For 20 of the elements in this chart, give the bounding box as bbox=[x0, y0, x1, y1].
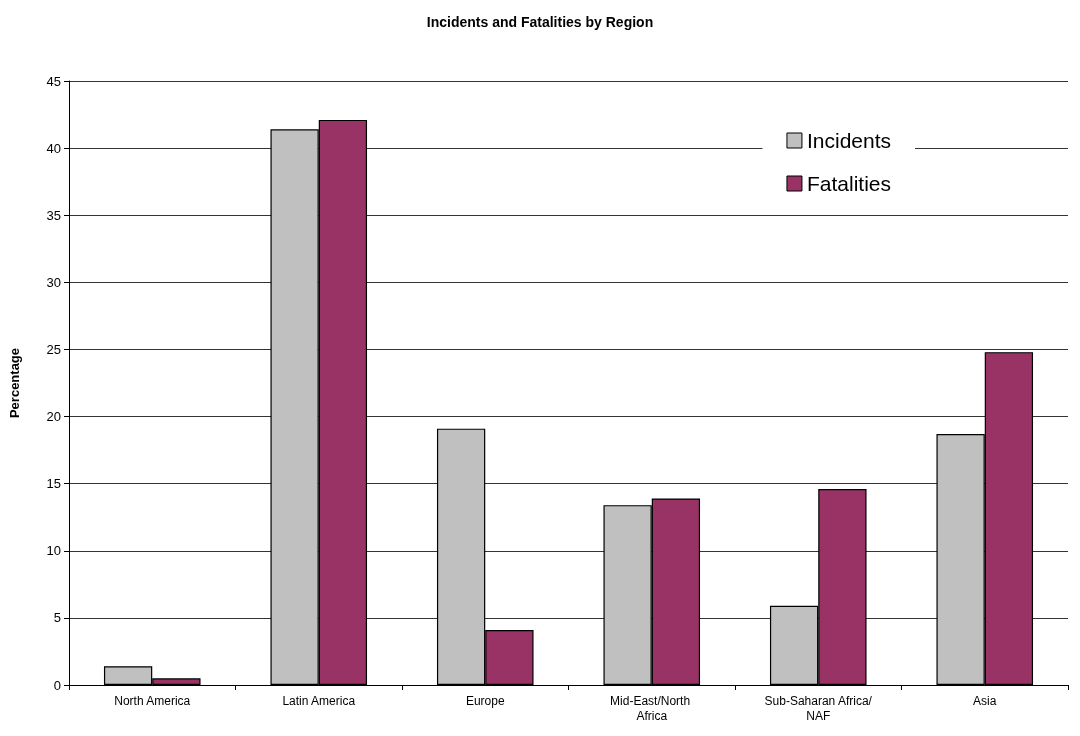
y-tick-label: 10 bbox=[46, 543, 61, 559]
y-tick-label: 25 bbox=[46, 341, 61, 357]
x-tick-label: Asia bbox=[973, 693, 997, 708]
x-tick-label: Latin America bbox=[282, 693, 356, 708]
y-tick-label: 45 bbox=[46, 73, 61, 89]
y-tick-label: 30 bbox=[46, 274, 61, 290]
legend-label: Incidents bbox=[806, 129, 892, 152]
y-tick-label: 0 bbox=[53, 677, 61, 693]
y-tick-label: 5 bbox=[53, 610, 61, 626]
x-tick-label: Sub-Saharan Africa/NAF bbox=[764, 693, 873, 723]
y-tick-label: 20 bbox=[46, 409, 61, 425]
y-tick-label: 35 bbox=[46, 207, 61, 223]
y-axis-title: Percentage bbox=[7, 347, 22, 419]
x-tick-label: Mid-East/North Africa bbox=[610, 693, 694, 723]
legend-label: Fatalities bbox=[806, 172, 891, 195]
x-tick-label: North America bbox=[114, 693, 191, 708]
chart-title: Incidents and Fatalities by Region bbox=[426, 14, 654, 30]
y-tick-label: 40 bbox=[46, 140, 61, 156]
y-tick-label: 15 bbox=[46, 476, 61, 492]
x-tick-label: Europe bbox=[465, 693, 505, 708]
